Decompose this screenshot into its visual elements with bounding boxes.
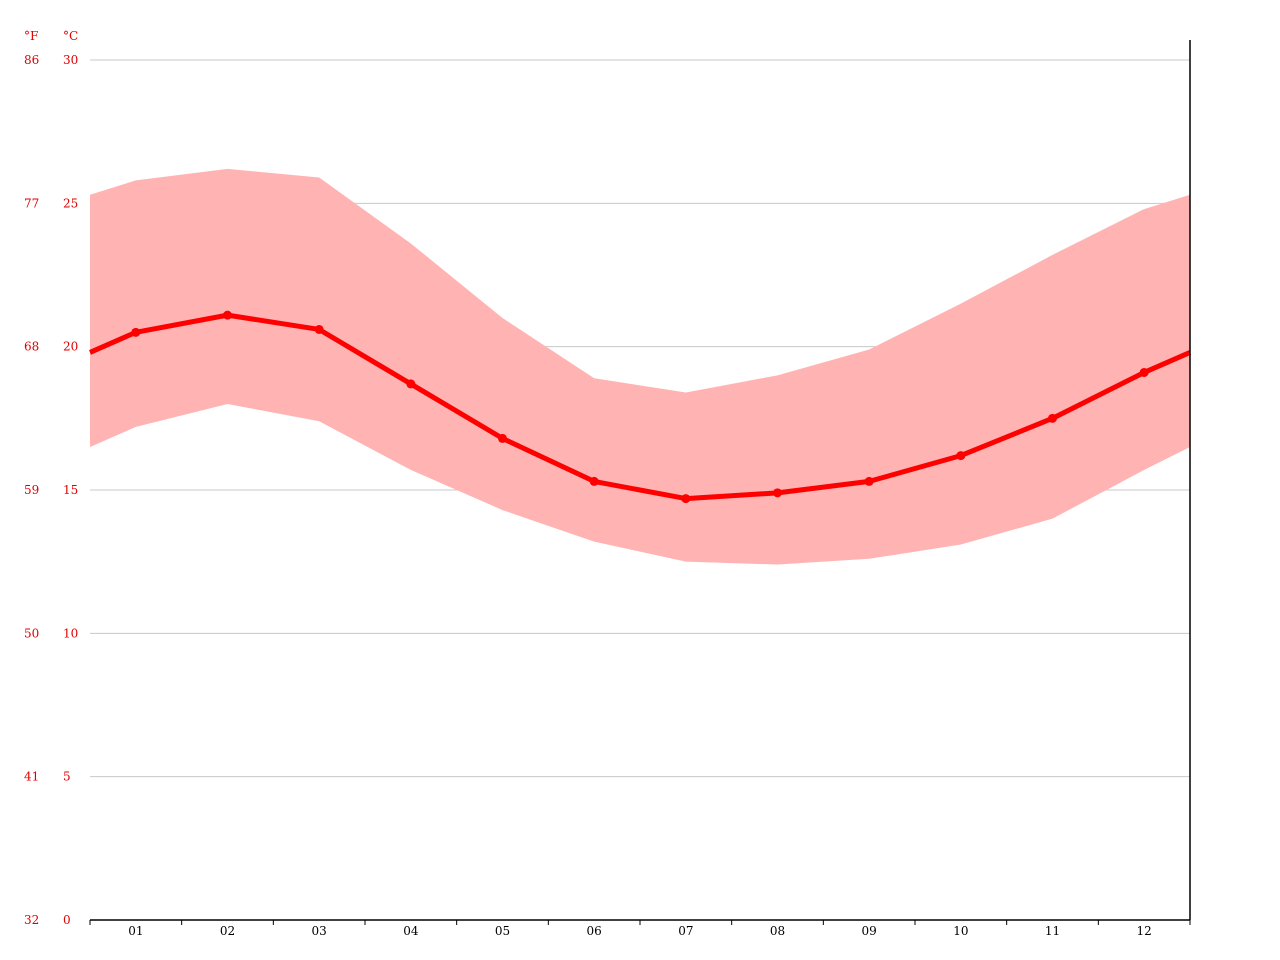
data-point	[223, 310, 232, 320]
data-point	[773, 488, 782, 498]
data-point	[1048, 413, 1057, 423]
axis-labels: °F °C 32 0 41 5 50 10 59 15 68 20 77 25 86 30 01 02 03 04…	[24, 29, 1152, 938]
axes	[89, 40, 1191, 925]
mean-temperature-line	[88, 312, 1192, 502]
temperature-range-band	[90, 168, 1190, 565]
x-tick-label: 09	[862, 924, 877, 938]
y-tick-label-f: 68	[24, 340, 39, 354]
y-tick-label-f: 86	[24, 53, 39, 67]
x-tick-label: 03	[312, 924, 327, 938]
data-point	[589, 476, 599, 486]
y-tick-label-c: 0	[63, 913, 71, 927]
data-point	[406, 379, 416, 389]
mean-temperature-points	[131, 310, 1149, 504]
x-tick-label: 02	[220, 924, 235, 938]
y-tick-label-c: 20	[63, 340, 78, 354]
data-point	[956, 451, 966, 461]
x-tick-label: 04	[403, 924, 419, 938]
x-tick-label: 08	[770, 924, 785, 938]
x-tick-label: 12	[1137, 924, 1152, 938]
data-point	[131, 327, 141, 337]
y-tick-label-f: 32	[24, 913, 39, 927]
celsius-unit-label: °C	[63, 29, 78, 43]
data-point	[498, 433, 507, 443]
y-tick-label-c: 15	[63, 483, 78, 497]
y-tick-label-c: 25	[63, 196, 78, 210]
x-tick-label: 10	[953, 924, 968, 938]
x-tick-label: 06	[587, 924, 602, 938]
x-tick-label: 01	[128, 924, 143, 938]
data-point	[314, 324, 324, 334]
y-tick-label-c: 30	[63, 53, 78, 67]
x-tick-label: 11	[1045, 924, 1060, 938]
y-tick-label-c: 10	[63, 626, 78, 640]
fahrenheit-unit-label: °F	[24, 29, 38, 43]
data-point	[864, 476, 874, 486]
y-tick-label-f: 77	[24, 196, 39, 210]
y-tick-label-f: 59	[24, 483, 39, 497]
y-tick-label-f: 50	[24, 626, 39, 640]
y-tick-label-c: 5	[63, 770, 71, 784]
data-point	[681, 494, 691, 504]
x-tick-label: 05	[495, 924, 510, 938]
y-tick-label-f: 41	[24, 770, 39, 784]
data-point	[1139, 367, 1149, 377]
x-tick-label: 07	[678, 924, 693, 938]
